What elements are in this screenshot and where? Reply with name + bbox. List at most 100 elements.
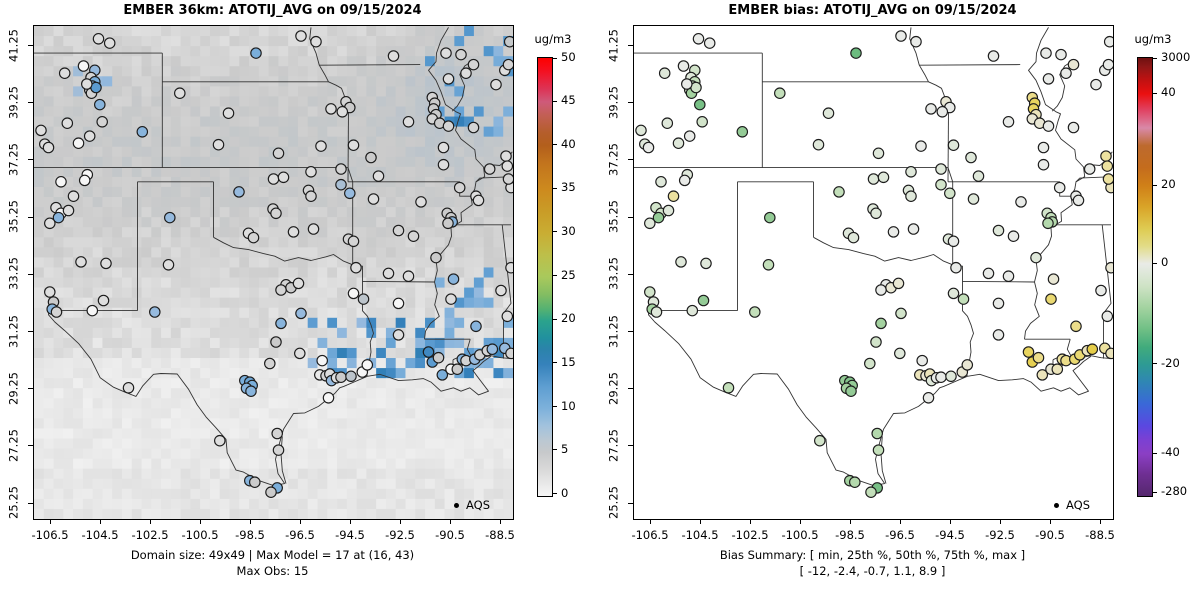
model-raster-cell: [503, 358, 513, 369]
model-raster-cell: [209, 317, 221, 329]
model-raster-cell: [43, 337, 54, 349]
station-marker: [661, 117, 674, 129]
model-raster-cell: [141, 508, 152, 519]
panel-bias-legend: AQS: [1054, 498, 1090, 512]
model-raster-cell: [151, 146, 162, 158]
model-raster-cell: [405, 126, 416, 138]
model-raster-cell: [219, 186, 230, 198]
station-marker: [910, 35, 922, 48]
model-raster-cell: [503, 428, 513, 439]
model-raster-cell: [307, 96, 318, 107]
model-raster-cell: [180, 297, 191, 309]
model-raster-cell: [151, 508, 162, 519]
model-raster-cell: [444, 146, 455, 158]
model-raster-cell: [278, 197, 289, 208]
model-raster-cell: [219, 458, 230, 470]
model-raster-cell: [356, 86, 367, 97]
model-raster-cell: [102, 287, 113, 299]
model-raster-cell: [493, 418, 504, 429]
model-raster-cell: [366, 327, 377, 339]
model-raster-cell: [63, 46, 74, 57]
model-raster-cell: [444, 498, 455, 510]
model-raster-cell: [483, 297, 494, 309]
station-marker: [644, 286, 656, 298]
model-raster-cell: [219, 358, 230, 369]
station-marker: [295, 307, 307, 320]
model-raster-cell: [200, 478, 211, 490]
model-raster-cell: [415, 438, 426, 449]
model-raster-cell: [473, 508, 485, 519]
model-raster-cell: [161, 207, 172, 218]
model-raster-cell: [200, 96, 211, 107]
model-raster-cell: [268, 186, 279, 198]
model-raster-cell: [307, 347, 318, 359]
station-marker: [675, 256, 687, 268]
state-border: [318, 64, 329, 83]
station-marker: [992, 329, 1005, 341]
model-raster-cell: [317, 56, 328, 67]
model-raster-cell: [444, 136, 455, 148]
model-raster-cell: [415, 156, 426, 168]
model-raster-cell: [405, 186, 416, 198]
model-raster-cell: [161, 388, 172, 399]
model-raster-cell: [43, 317, 54, 329]
model-raster-cell: [444, 287, 455, 299]
station-marker: [430, 251, 442, 264]
model-raster-cell: [327, 36, 338, 47]
model-raster-cell: [346, 86, 357, 97]
model-raster-cell: [317, 126, 328, 138]
model-raster-cell: [317, 86, 328, 97]
model-raster-cell: [425, 307, 436, 319]
model-raster-cell: [454, 378, 465, 389]
model-raster-cell: [258, 156, 270, 168]
model-raster-cell: [92, 287, 103, 299]
model-raster-cell: [346, 488, 357, 500]
station-marker: [1036, 369, 1049, 381]
model-raster-cell: [473, 428, 485, 439]
model-raster-cell: [405, 498, 416, 510]
station-marker: [907, 223, 920, 235]
model-raster-cell: [170, 66, 182, 77]
model-raster-cell: [395, 398, 406, 409]
x-tick-label: -98.5: [835, 528, 865, 542]
model-raster-cell: [258, 358, 270, 369]
model-raster-cell: [131, 56, 142, 67]
model-raster-cell: [288, 136, 299, 148]
station-marker: [249, 476, 261, 488]
model-raster-cell: [385, 66, 397, 77]
model-raster-cell: [180, 398, 191, 409]
model-raster-cell: [190, 207, 201, 218]
model-raster-cell: [121, 317, 133, 329]
model-raster-cell: [53, 36, 64, 47]
model-raster-cell: [268, 418, 279, 429]
model-raster-cell: [464, 126, 475, 138]
station-marker: [325, 103, 337, 115]
model-raster-cell: [73, 458, 84, 470]
model-raster-cell: [43, 478, 54, 490]
model-raster-cell: [415, 317, 426, 329]
model-raster-cell: [73, 237, 84, 248]
model-raster-cell: [405, 46, 416, 57]
model-raster-cell: [92, 418, 103, 429]
model-raster-cell: [454, 126, 465, 138]
model-raster-cell: [73, 438, 84, 449]
model-raster-cell: [366, 498, 377, 510]
model-raster-cell: [454, 478, 465, 490]
model-raster-cell: [395, 86, 406, 97]
model-raster-cell: [151, 257, 162, 268]
model-raster-cell: [53, 86, 64, 97]
model-raster-cell: [297, 96, 309, 107]
model-raster-cell: [385, 247, 397, 258]
x-tick-mark: [50, 519, 51, 524]
model-raster-cell: [376, 468, 387, 480]
model-raster-cell: [297, 368, 309, 379]
model-raster-cell: [366, 428, 377, 439]
model-raster-cell: [151, 488, 162, 500]
model-raster-cell: [170, 408, 182, 419]
model-raster-cell: [464, 428, 475, 439]
model-raster-cell: [131, 337, 142, 349]
station-marker: [1060, 67, 1072, 79]
station-marker: [271, 427, 283, 440]
model-raster-cell: [131, 106, 142, 117]
model-raster-cell: [229, 66, 240, 77]
